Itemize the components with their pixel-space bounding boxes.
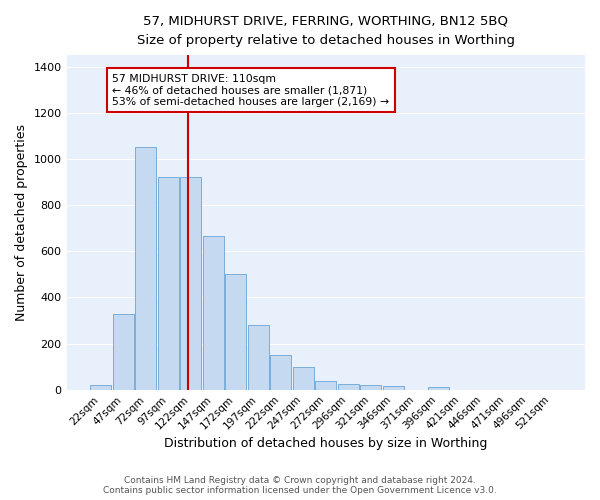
Bar: [203, 236, 224, 390]
Bar: [90, 385, 112, 390]
Bar: [293, 366, 314, 390]
Bar: [248, 325, 269, 390]
Bar: [225, 274, 247, 390]
Bar: [315, 381, 337, 390]
Y-axis label: Number of detached properties: Number of detached properties: [15, 124, 28, 321]
Title: 57, MIDHURST DRIVE, FERRING, WORTHING, BN12 5BQ
Size of property relative to det: 57, MIDHURST DRIVE, FERRING, WORTHING, B…: [137, 15, 515, 47]
Bar: [360, 385, 382, 390]
X-axis label: Distribution of detached houses by size in Worthing: Distribution of detached houses by size …: [164, 437, 487, 450]
Bar: [180, 178, 202, 390]
Text: 57 MIDHURST DRIVE: 110sqm
← 46% of detached houses are smaller (1,871)
53% of se: 57 MIDHURST DRIVE: 110sqm ← 46% of detac…: [112, 74, 389, 107]
Bar: [158, 178, 179, 390]
Bar: [338, 384, 359, 390]
Bar: [113, 314, 134, 390]
Text: Contains HM Land Registry data © Crown copyright and database right 2024.
Contai: Contains HM Land Registry data © Crown c…: [103, 476, 497, 495]
Bar: [428, 388, 449, 390]
Bar: [135, 148, 157, 390]
Bar: [270, 355, 292, 390]
Bar: [383, 386, 404, 390]
